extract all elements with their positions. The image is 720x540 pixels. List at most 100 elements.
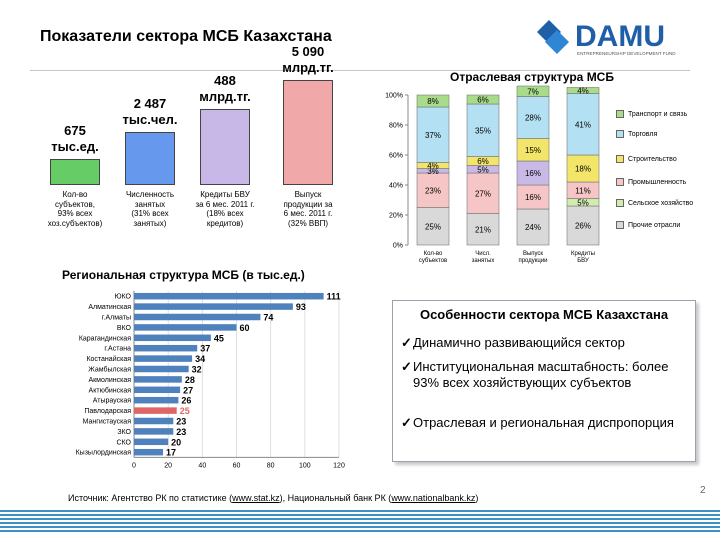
region-bar <box>134 355 193 362</box>
region-label: СКО <box>117 439 132 446</box>
region-label: Атырауская <box>93 398 131 405</box>
indicator-label: Выпуск продукции за 6 мес. 2011 г. (32% … <box>283 190 333 228</box>
category-label: продукции <box>518 258 547 264</box>
x-tick-label: 20 <box>164 462 172 469</box>
region-label: Карагандинская <box>79 335 131 342</box>
x-tick-label: 100 <box>299 462 311 469</box>
stat-link[interactable]: www.stat.kz <box>232 493 280 503</box>
feature-item: ✓Институциональная масштабность: более 9… <box>401 359 691 391</box>
region-bar <box>134 417 174 425</box>
x-tick-label: 60 <box>233 462 241 469</box>
segment-label: 3% <box>427 167 439 176</box>
region-label: г.Алматы <box>102 315 131 322</box>
y-tick-label: 100% <box>385 93 403 100</box>
region-bar <box>134 344 198 352</box>
legend-item: Транспорт и связь <box>616 110 687 118</box>
y-tick-label: 80% <box>389 123 403 130</box>
checkmark-icon: ✓ <box>401 335 412 350</box>
logo-text: DAMU <box>575 20 665 53</box>
segment-label: 4% <box>577 87 589 96</box>
region-value: 45 <box>214 333 224 343</box>
region-value: 25 <box>180 406 190 416</box>
stack-segment <box>466 213 500 246</box>
region-label: Павлодарская <box>84 408 131 415</box>
stack-segment <box>466 94 500 105</box>
legend-swatch <box>616 178 624 186</box>
indicator-value: 5 090 млрд.тг. <box>282 44 334 76</box>
source-prefix: Источник: Агентство РК по статистике ( <box>68 493 233 503</box>
segment-label: 26% <box>575 222 591 231</box>
segment-label: 6% <box>477 96 489 105</box>
legend-label: Транспорт и связь <box>628 110 688 118</box>
region-bar <box>134 407 177 414</box>
region-value: 93 <box>296 302 306 312</box>
feature-item: ✓Отраслевая и региональная диспропорция <box>401 415 691 431</box>
region-value: 20 <box>171 437 181 447</box>
sector-chart-title: Отраслевая структура МСБ <box>450 70 614 84</box>
region-bar <box>134 303 293 310</box>
feature-text: Институциональная масштабность: более 93… <box>413 359 669 390</box>
legend-label: Строительство <box>628 155 677 163</box>
region-value: 23 <box>176 417 186 427</box>
page-number: 2 <box>700 485 706 496</box>
legend-item: Промышленность <box>616 178 686 186</box>
damu-logo: DAMU ENTREPRENEURSHIP DEVELOPMENT FUND <box>533 16 708 58</box>
region-label: Костанайская <box>86 355 131 363</box>
legend-swatch <box>616 199 624 207</box>
region-bar <box>134 448 164 456</box>
segment-label: 8% <box>427 97 439 106</box>
checkmark-icon: ✓ <box>401 415 412 430</box>
x-tick-label: 0 <box>132 462 136 469</box>
region-value: 32 <box>192 365 202 375</box>
segment-label: 21% <box>475 225 491 234</box>
stack-segment <box>516 160 550 186</box>
segment-label: 23% <box>425 186 441 195</box>
segment-label: 28% <box>525 114 541 123</box>
regional-chart-title: Региональная структура МСБ (в тыс.ед.) <box>62 268 305 282</box>
sector-structure-chart: 0%20%40%60%80%100%25%23%3%4%37%8%Кол-вос… <box>385 85 600 264</box>
region-label: Жамбылская <box>88 366 131 374</box>
region-bar <box>134 438 169 446</box>
indicator-bar <box>200 109 250 185</box>
segment-label: 7% <box>527 87 539 96</box>
stack-segment <box>416 94 450 108</box>
features-title: Особенности сектора МСБ Казахстана <box>419 307 669 322</box>
region-value: 74 <box>263 313 273 323</box>
damu-logo-icon: DAMU ENTREPRENEURSHIP DEVELOPMENT FUND <box>537 20 676 56</box>
x-tick-label: 120 <box>333 462 345 469</box>
region-bar <box>134 376 182 383</box>
segment-label: 41% <box>575 120 591 129</box>
category-label: субъектов <box>419 258 447 264</box>
category-label: занятых <box>472 258 495 264</box>
category-label: Кредиты <box>571 251 595 257</box>
segment-label: 4% <box>427 162 439 171</box>
legend-swatch <box>616 155 624 163</box>
region-label: Акмолинская <box>88 377 131 384</box>
stack-segment <box>516 85 550 97</box>
region-value: 26 <box>181 396 191 406</box>
stack-segment <box>416 172 450 208</box>
region-value: 60 <box>240 323 250 333</box>
legend-item: Торговля <box>616 130 657 138</box>
segment-label: 16% <box>525 169 541 178</box>
region-label: ЮКО <box>114 294 131 301</box>
stack-segment <box>416 207 450 246</box>
segment-label: 6% <box>477 157 489 166</box>
region-label: Мангистауская <box>83 419 132 426</box>
region-bar <box>134 292 324 300</box>
region-value: 28 <box>185 375 195 385</box>
legend-swatch <box>616 221 624 229</box>
stack-segment <box>566 93 600 156</box>
indicator-bar <box>283 80 333 185</box>
segment-label: 11% <box>575 186 590 195</box>
header-divider <box>30 70 690 71</box>
x-tick-label: 40 <box>198 462 206 469</box>
checkmark-icon: ✓ <box>401 359 412 374</box>
segment-label: 5% <box>477 165 489 174</box>
segment-label: 24% <box>525 223 541 232</box>
region-value: 37 <box>200 344 210 354</box>
features-box: Особенности сектора МСБ Казахстана ✓Дина… <box>392 300 696 462</box>
segment-label: 27% <box>475 189 491 198</box>
legend-item: Прочие отрасли <box>616 221 680 229</box>
nationalbank-link[interactable]: www.nationalbank.kz <box>391 493 476 503</box>
